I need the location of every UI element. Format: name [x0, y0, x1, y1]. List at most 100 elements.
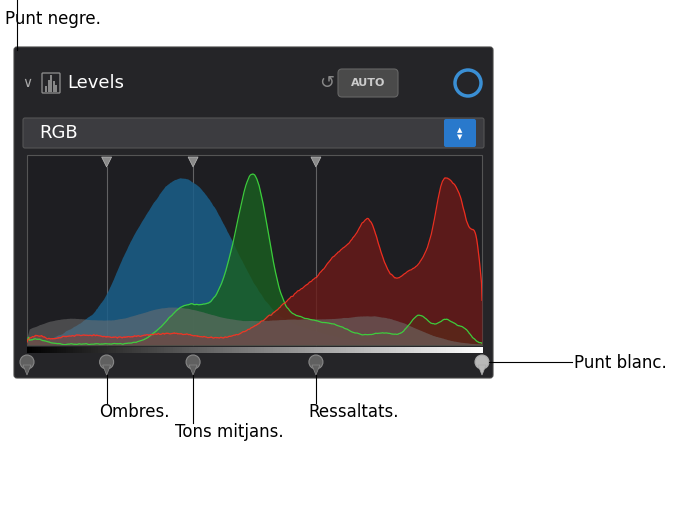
Bar [227, 347, 230, 353]
Bar [54, 347, 57, 353]
Bar [209, 347, 212, 353]
Bar [464, 347, 466, 353]
Bar [118, 347, 121, 353]
Bar [420, 347, 423, 353]
Bar [40, 347, 43, 353]
Bar [123, 347, 125, 353]
Bar [302, 347, 305, 353]
Bar [277, 347, 280, 353]
FancyBboxPatch shape [338, 69, 398, 97]
Bar [461, 347, 464, 353]
Bar [68, 347, 70, 353]
Bar [82, 347, 84, 353]
Bar [161, 347, 164, 353]
Bar [334, 347, 337, 353]
Bar [109, 347, 112, 353]
Bar [291, 347, 293, 353]
Bar [86, 347, 89, 353]
Bar [50, 75, 52, 92]
Bar [400, 347, 403, 353]
Bar [418, 347, 421, 353]
Bar [468, 347, 471, 353]
Bar [402, 347, 405, 353]
Bar [355, 347, 358, 353]
Bar [350, 347, 353, 353]
Bar [229, 347, 232, 353]
Bar [270, 347, 273, 353]
Bar [55, 85, 57, 92]
Bar [275, 347, 277, 353]
Bar [254, 347, 257, 353]
Bar [222, 347, 225, 353]
Bar [309, 347, 312, 353]
Bar [432, 347, 435, 353]
Bar [155, 347, 158, 353]
Bar [245, 347, 248, 353]
Bar [407, 347, 410, 353]
Bar [188, 347, 191, 353]
Bar [141, 347, 144, 353]
Bar [307, 347, 309, 353]
Bar [100, 347, 102, 353]
Polygon shape [23, 365, 31, 375]
Bar [132, 347, 135, 353]
Bar [298, 347, 300, 353]
Bar [75, 347, 77, 353]
Bar [243, 347, 246, 353]
Bar [312, 347, 314, 353]
Polygon shape [102, 365, 111, 375]
Bar [136, 347, 139, 353]
Bar [98, 347, 100, 353]
Bar [371, 347, 374, 353]
Bar [328, 347, 330, 353]
Bar [198, 347, 201, 353]
Bar [454, 347, 457, 353]
Bar [439, 347, 442, 353]
Circle shape [475, 355, 489, 369]
Bar [391, 347, 394, 353]
Bar [102, 347, 105, 353]
Bar [450, 347, 453, 353]
Bar [457, 347, 460, 353]
Bar [184, 347, 187, 353]
Text: ↺: ↺ [319, 74, 335, 92]
Bar [95, 347, 98, 353]
Text: Levels: Levels [67, 74, 124, 92]
Bar [45, 347, 48, 353]
Bar [186, 347, 189, 353]
Bar [319, 347, 321, 353]
FancyBboxPatch shape [14, 47, 493, 378]
Bar [445, 347, 448, 353]
Bar [423, 347, 426, 353]
Bar [125, 347, 128, 353]
Bar [213, 347, 216, 353]
Bar [47, 81, 49, 92]
Bar [236, 347, 239, 353]
Bar [93, 347, 95, 353]
Polygon shape [311, 157, 321, 167]
Bar [414, 347, 417, 353]
Bar [398, 347, 401, 353]
Bar [112, 347, 114, 353]
Bar [282, 347, 284, 353]
Bar [386, 347, 389, 353]
Bar [191, 347, 194, 353]
Bar [263, 347, 266, 353]
Bar [150, 347, 153, 353]
Bar [459, 347, 462, 353]
Bar [134, 347, 137, 353]
Bar [241, 347, 244, 353]
Bar [473, 347, 475, 353]
Circle shape [186, 355, 200, 369]
Bar [300, 347, 302, 353]
Bar [396, 347, 398, 353]
Bar [27, 155, 482, 345]
Bar [339, 347, 342, 353]
Bar [384, 347, 387, 353]
Bar [145, 347, 148, 353]
Bar [266, 347, 268, 353]
Circle shape [309, 355, 323, 369]
FancyBboxPatch shape [444, 119, 476, 147]
Bar [268, 347, 271, 353]
Bar [200, 347, 203, 353]
